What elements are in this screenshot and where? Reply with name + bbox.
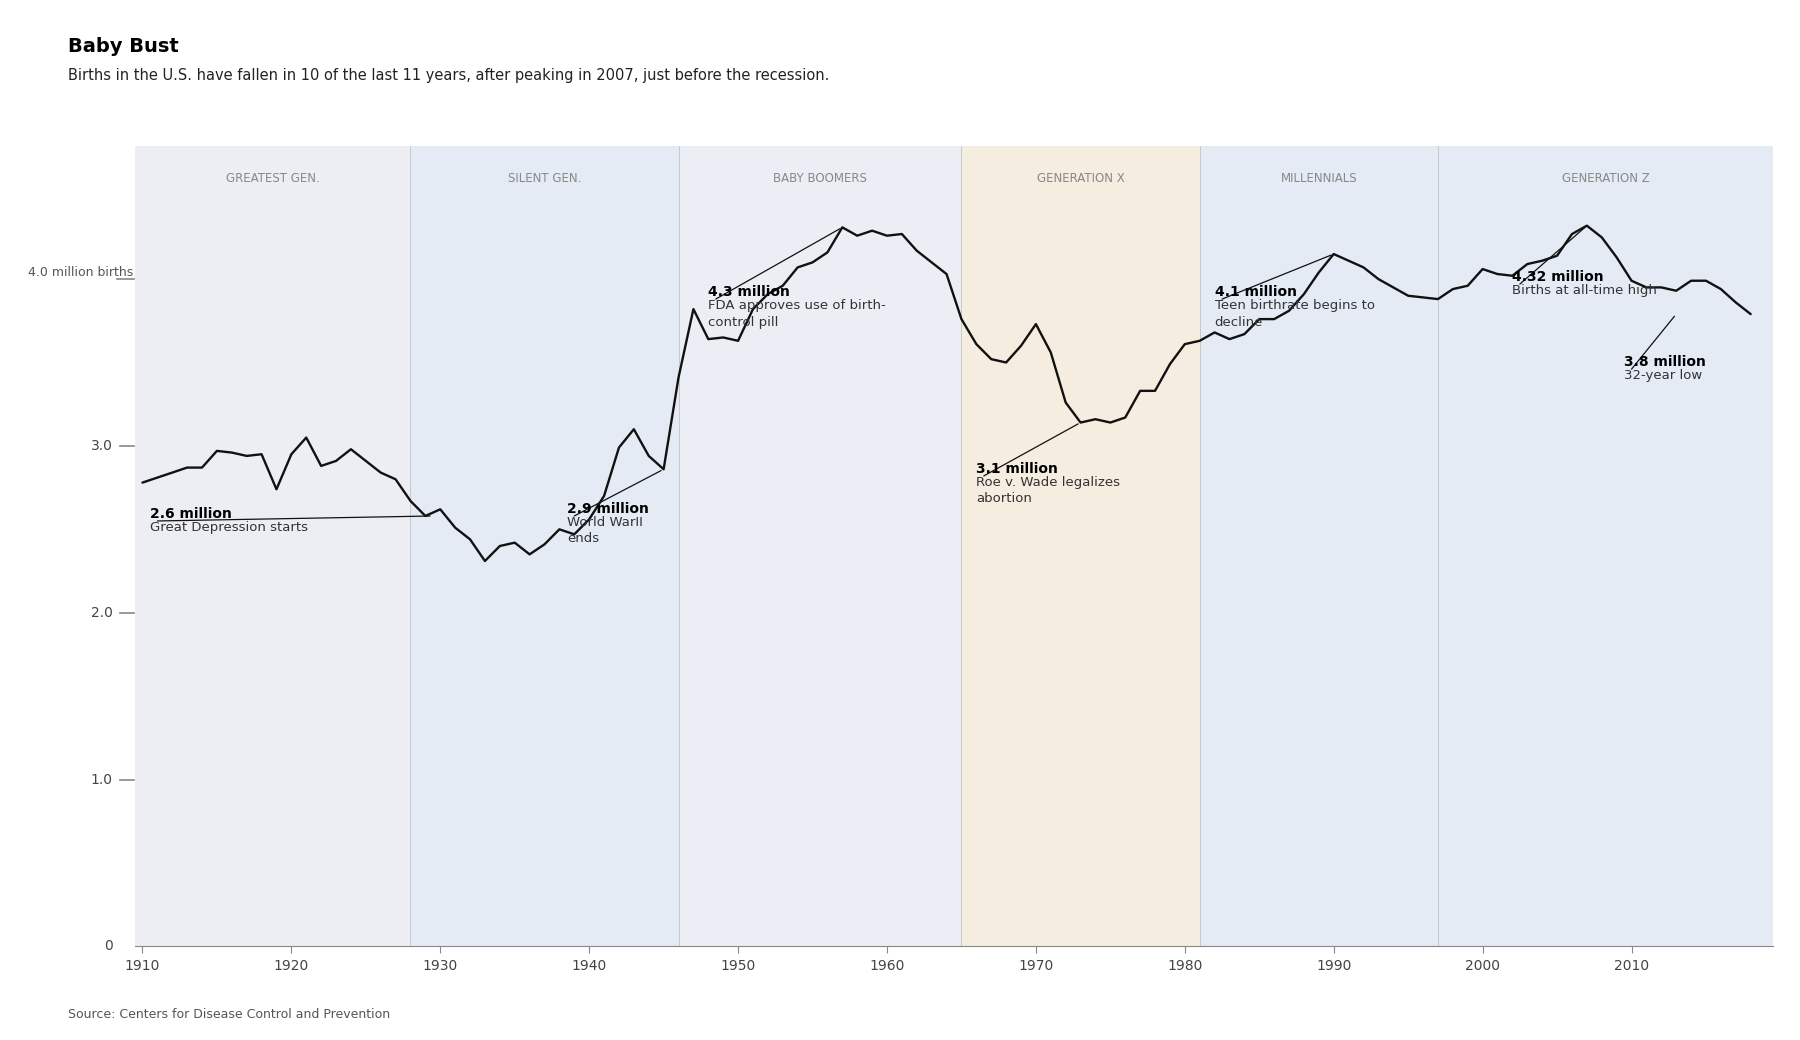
Text: GENERATION Z: GENERATION Z xyxy=(1562,173,1649,185)
Text: Births in the U.S. have fallen in 10 of the last 11 years, after peaking in 2007: Births in the U.S. have fallen in 10 of … xyxy=(68,68,830,82)
Bar xyxy=(961,146,1199,946)
Text: GREATEST GEN.: GREATEST GEN. xyxy=(225,173,320,185)
Bar xyxy=(679,146,961,946)
Text: Teen birthrate begins to
decline: Teen birthrate begins to decline xyxy=(1215,300,1375,329)
Text: 2.0: 2.0 xyxy=(90,605,113,620)
Text: 1.0: 1.0 xyxy=(90,773,113,786)
Text: Source: Centers for Disease Control and Prevention: Source: Centers for Disease Control and … xyxy=(68,1009,391,1021)
Text: GENERATION X: GENERATION X xyxy=(1037,173,1125,185)
Text: SILENT GEN.: SILENT GEN. xyxy=(508,173,581,185)
Text: Great Depression starts: Great Depression starts xyxy=(149,521,308,534)
Bar xyxy=(410,146,679,946)
Text: 4.3 million: 4.3 million xyxy=(707,285,790,300)
Text: 2.9 million: 2.9 million xyxy=(567,502,648,516)
Text: BABY BOOMERS: BABY BOOMERS xyxy=(772,173,868,185)
Text: Roe v. Wade legalizes
abortion: Roe v. Wade legalizes abortion xyxy=(976,476,1120,505)
Text: 3.8 million: 3.8 million xyxy=(1624,355,1706,369)
Text: 0: 0 xyxy=(104,939,113,954)
Text: MILLENNIALS: MILLENNIALS xyxy=(1280,173,1357,185)
Text: 32-year low: 32-year low xyxy=(1624,369,1703,382)
Text: Baby Bust: Baby Bust xyxy=(68,37,180,56)
Text: Births at all-time high: Births at all-time high xyxy=(1512,284,1658,297)
Text: World WarII
ends: World WarII ends xyxy=(567,516,643,545)
Text: 3.1 million: 3.1 million xyxy=(976,462,1058,476)
Bar xyxy=(135,146,410,946)
Text: 4.0 million births: 4.0 million births xyxy=(29,266,133,279)
Text: 4.1 million: 4.1 million xyxy=(1215,285,1296,300)
Bar xyxy=(1438,146,1773,946)
Bar xyxy=(1199,146,1438,946)
Text: FDA approves use of birth-
control pill: FDA approves use of birth- control pill xyxy=(707,300,886,329)
Text: 2.6 million: 2.6 million xyxy=(149,506,232,521)
Text: 3.0: 3.0 xyxy=(90,439,113,452)
Text: 4.32 million: 4.32 million xyxy=(1512,270,1604,284)
